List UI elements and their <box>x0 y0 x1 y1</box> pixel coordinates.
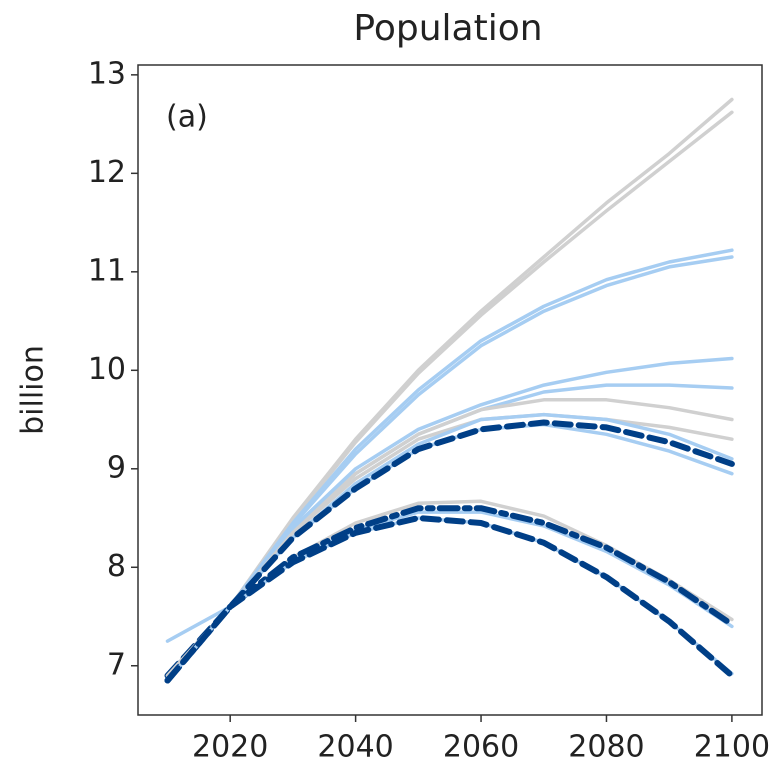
y-tick-label: 8 <box>107 549 126 584</box>
y-tick-label: 13 <box>88 56 126 91</box>
series-line <box>165 255 734 678</box>
y-tick-label: 11 <box>88 253 126 288</box>
series-line <box>165 516 734 683</box>
y-tick-label: 7 <box>107 647 126 682</box>
y-tick-label: 9 <box>107 450 126 485</box>
y-axis-label: billion <box>16 345 51 435</box>
series-line <box>165 422 734 678</box>
x-tick-label: 2020 <box>192 730 268 765</box>
x-tick-label: 2060 <box>443 730 519 765</box>
y-tick-label: 12 <box>88 155 126 190</box>
series-line <box>165 510 734 683</box>
annotation: (a) <box>166 100 208 135</box>
x-tick-label: 2080 <box>568 730 644 765</box>
series-line <box>165 412 734 678</box>
x-tick-label: 2100 <box>694 730 770 765</box>
x-tick-label: 2040 <box>317 730 393 765</box>
series-line <box>164 515 735 684</box>
series-line <box>164 419 735 679</box>
chart-title: Population <box>353 8 542 49</box>
plot-frame <box>137 64 763 716</box>
y-tick-label: 10 <box>88 352 126 387</box>
plot-area <box>164 97 735 684</box>
series-line <box>165 248 734 678</box>
